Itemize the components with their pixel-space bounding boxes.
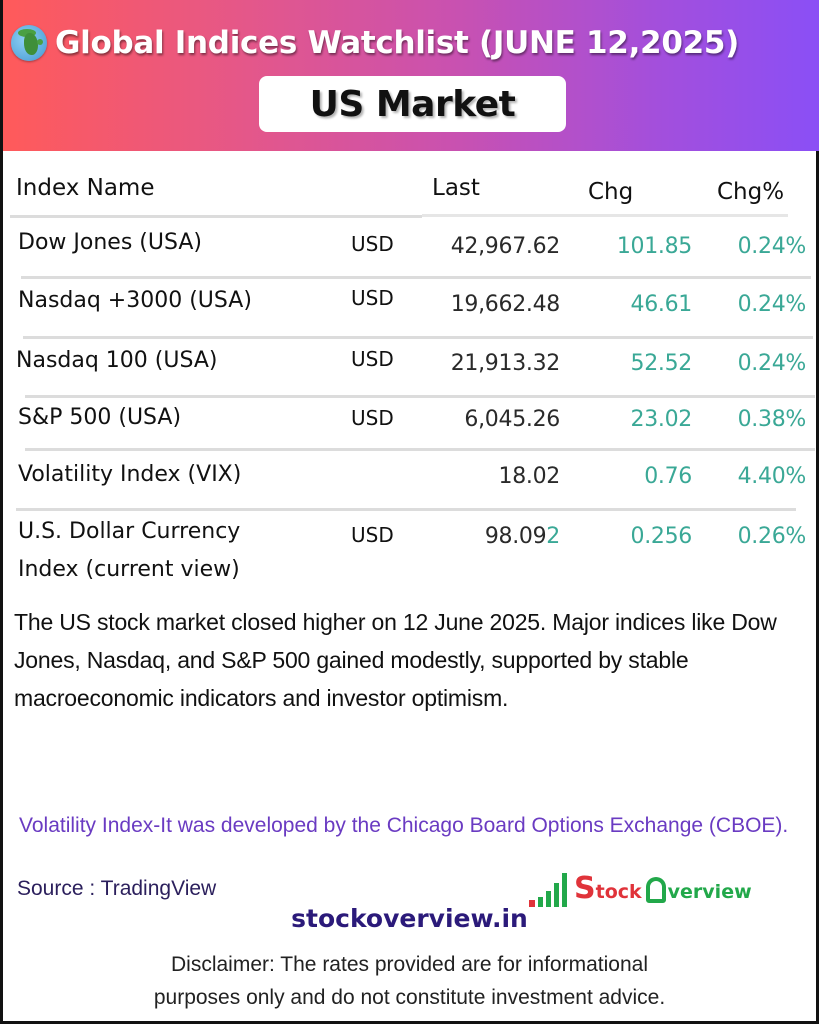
- index-name: Nasdaq 100 (USA): [16, 348, 218, 373]
- signal-bars-icon: [529, 867, 570, 907]
- logo-tock: tock: [595, 881, 642, 903]
- row-divider: [422, 214, 788, 217]
- website-link[interactable]: stockoverview.in: [291, 904, 528, 933]
- column-header-last: Last: [432, 175, 480, 201]
- o-shape-icon: [645, 877, 666, 903]
- logo-s: S: [574, 871, 596, 906]
- market-summary: The US stock market closed higher on 12 …: [14, 609, 777, 711]
- index-name: S&P 500 (USA): [18, 405, 182, 430]
- row-divider: [16, 508, 796, 511]
- stockoverview-logo: S tock verview: [529, 863, 809, 907]
- globe-icon: [11, 25, 47, 61]
- table-row: S&P 500 (USA) USD 6,045.26 23.02 0.38%: [6, 398, 816, 450]
- last-value-main: 98.09: [484, 524, 547, 549]
- currency: USD: [351, 232, 394, 256]
- change-value: 0.256: [630, 524, 693, 549]
- last-value: 21,913.32: [450, 351, 561, 376]
- currency: USD: [351, 406, 394, 430]
- index-name-line1: U.S. Dollar Currency: [18, 519, 241, 544]
- page-title: Global Indices Watchlist (JUNE 12,2025): [55, 25, 739, 61]
- column-header-name: Index Name: [16, 175, 155, 201]
- change-percent: 0.24%: [737, 234, 807, 259]
- disclaimer-line2: purposes only and do not constitute inve…: [153, 986, 666, 1009]
- change-percent: 4.40%: [737, 464, 807, 489]
- currency: USD: [351, 523, 394, 547]
- index-name: Dow Jones (USA): [18, 230, 202, 255]
- table-row: Nasdaq 100 (USA) USD 21,913.32 52.52 0.2…: [6, 339, 816, 395]
- index-name-line2: Index (current view): [18, 557, 240, 582]
- table-row: Volatility Index (VIX) 18.02 0.76 4.40%: [6, 451, 816, 507]
- title-row: Global Indices Watchlist (JUNE 12,2025): [11, 18, 816, 68]
- column-header-chg: Chg: [588, 179, 634, 205]
- change-percent: 0.38%: [737, 407, 807, 432]
- index-name: Nasdaq +3000 (USA): [18, 288, 252, 313]
- currency: USD: [351, 347, 394, 371]
- change-percent: 0.26%: [737, 524, 807, 549]
- index-name: Volatility Index (VIX): [18, 462, 242, 487]
- last-value: 98.092: [485, 524, 560, 549]
- header-banner: Global Indices Watchlist (JUNE 12,2025) …: [3, 0, 819, 151]
- last-value: 18.02: [498, 464, 561, 489]
- currency: USD: [351, 286, 394, 310]
- change-percent: 0.24%: [737, 351, 807, 376]
- column-header-chg-pct: Chg%: [717, 179, 785, 205]
- change-value: 0.76: [644, 464, 692, 489]
- logo-verview: verview: [667, 881, 752, 903]
- source-label: Source : TradingView: [17, 877, 217, 900]
- last-value: 6,045.26: [464, 407, 560, 432]
- table-header: Index Name Last Chg Chg%: [6, 151, 816, 217]
- disclaimer: Disclaimer: The rates provided are for i…: [3, 948, 816, 1014]
- disclaimer-line1: Disclaimer: The rates provided are for i…: [171, 953, 648, 976]
- market-badge: US Market: [259, 76, 566, 132]
- change-value: 46.61: [630, 292, 693, 317]
- last-value-tail: 2: [546, 524, 560, 549]
- last-value: 19,662.48: [450, 292, 561, 317]
- market-label: US Market: [309, 83, 516, 125]
- row-divider: [23, 336, 813, 339]
- change-value: 52.52: [630, 351, 693, 376]
- last-value: 42,967.62: [450, 234, 561, 259]
- row-divider: [25, 448, 815, 451]
- row-divider: [10, 215, 422, 218]
- vix-note: Volatility Index-It was developed by the…: [19, 814, 789, 837]
- table-row: Dow Jones (USA) USD 42,967.62 101.85 0.2…: [6, 221, 816, 277]
- row-divider: [25, 395, 815, 398]
- table-row: U.S. Dollar Currency Index (current view…: [6, 511, 816, 591]
- table-row: Nasdaq +3000 (USA) USD 19,662.48 46.61 0…: [6, 279, 816, 335]
- change-value: 101.85: [616, 234, 692, 259]
- row-divider: [21, 276, 811, 279]
- change-percent: 0.24%: [737, 292, 807, 317]
- change-value: 23.02: [630, 407, 693, 432]
